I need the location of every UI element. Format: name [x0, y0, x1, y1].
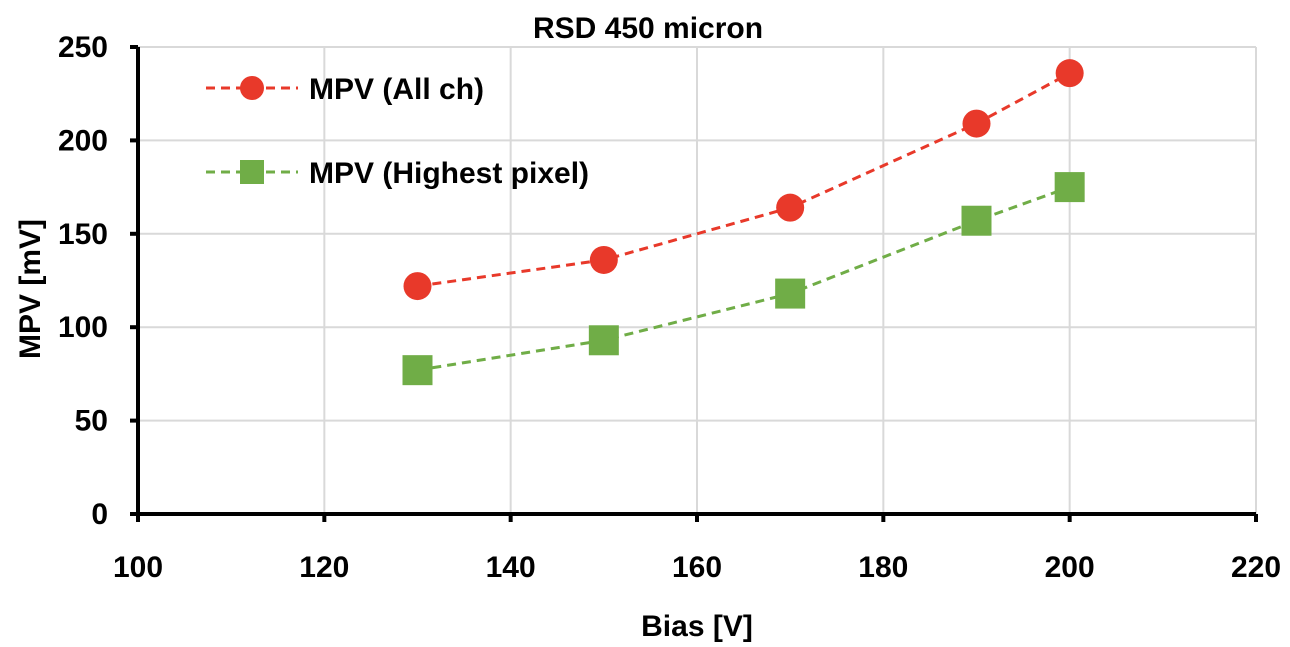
data-point-square [775, 278, 806, 309]
legend-marker-square [240, 160, 264, 184]
axes [130, 45, 1258, 522]
x-tick-label: 140 [486, 551, 536, 584]
y-tick-labels: 0 50 100 150 200 250 [58, 31, 108, 531]
data-point-circle [962, 109, 991, 138]
data-point-square [961, 205, 992, 236]
x-axis-label: Bias [V] [641, 610, 753, 643]
legend-marker-circle [240, 76, 264, 100]
legend: MPV (All ch) MPV (Highest pixel) [206, 73, 589, 190]
y-axis-label: MPV [mV] [14, 219, 47, 359]
legend-label-1: MPV (All ch) [309, 73, 484, 106]
chart-title: RSD 450 micron [533, 12, 763, 45]
data-point-square [588, 325, 619, 356]
legend-label-2: MPV (Highest pixel) [309, 157, 589, 190]
gridlines [138, 46, 1257, 514]
x-tick-label: 100 [113, 551, 163, 584]
x-tick-label: 160 [672, 551, 722, 584]
data-point-circle [776, 193, 805, 222]
x-tick-labels: 100 120 140 160 180 200 220 [113, 551, 1281, 584]
data-point-square [402, 355, 433, 386]
y-tick-label: 100 [58, 311, 108, 344]
y-tick-label: 50 [75, 405, 108, 438]
x-tick-label: 200 [1045, 551, 1095, 584]
y-tick-label: 150 [58, 218, 108, 251]
y-tick-label: 0 [91, 498, 108, 531]
y-tick-label: 200 [58, 124, 108, 157]
data-series [402, 59, 1085, 386]
y-tick-label: 250 [58, 31, 108, 64]
data-point-circle [1055, 59, 1084, 88]
x-tick-label: 120 [299, 551, 349, 584]
x-tick-label: 180 [858, 551, 908, 584]
x-tick-label: 220 [1231, 551, 1281, 584]
data-point-circle [589, 245, 618, 274]
data-point-square [1054, 172, 1085, 203]
data-point-circle [403, 272, 432, 301]
